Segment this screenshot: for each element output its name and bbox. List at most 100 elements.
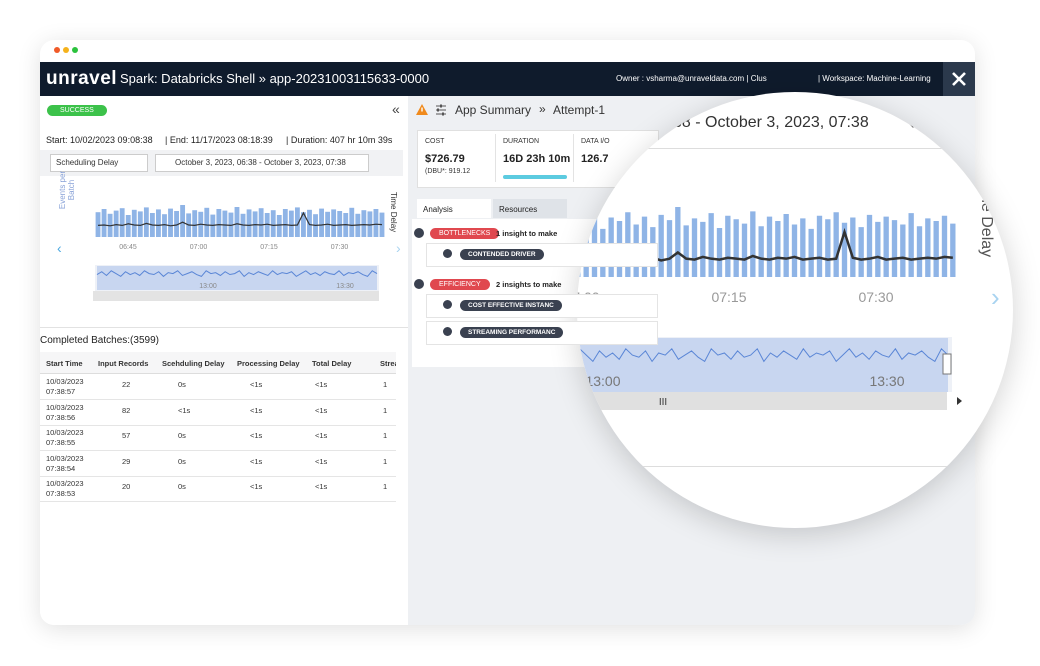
insight-tag: EFFICIENCY — [430, 279, 490, 290]
y2-axis-label: Time Delay — [389, 192, 398, 233]
table-cell: <1s — [315, 456, 328, 466]
table-cell: 1 — [383, 405, 388, 415]
close-button[interactable] — [943, 62, 975, 96]
insight-text: 2 insights to make — [496, 280, 562, 289]
bar — [716, 228, 723, 277]
bar — [282, 209, 288, 237]
events-chart: 06:45 07:00 07:15 07:30 13:00 13:30 — [93, 205, 385, 301]
table-cell: <1s — [315, 431, 328, 440]
table-cell: 10/03/2023 07:38:56 — [46, 402, 84, 422]
expand-icon — [414, 228, 424, 238]
scrollbar — [93, 291, 379, 301]
divider — [577, 466, 1013, 467]
bar — [925, 218, 931, 277]
breadcrumb: App Summary — [455, 103, 532, 117]
bar — [180, 205, 186, 237]
overview-line — [96, 270, 378, 278]
scroll-grip: III — [659, 397, 667, 408]
duration: | Duration: 407 hr 10m 39s — [286, 135, 393, 145]
window-dots — [54, 47, 78, 53]
next-arrow[interactable]: › — [396, 240, 401, 256]
bar — [683, 225, 689, 277]
expand-icon — [443, 249, 452, 258]
batches-title: Completed Batches:(3599) — [40, 335, 159, 346]
insight-item[interactable]: STREAMING PERFORMANC — [460, 327, 564, 338]
bar — [908, 213, 914, 277]
x-tick-label: 07:30 — [331, 244, 349, 251]
bar — [349, 207, 355, 237]
bar — [319, 208, 324, 237]
bar — [276, 215, 282, 237]
card-sub: (DBU*: 919.12 — [425, 168, 471, 175]
summary-icons — [416, 104, 446, 116]
bar — [775, 221, 781, 277]
breadcrumb: Attempt-1 — [553, 103, 606, 117]
table-cell: <1s — [250, 456, 263, 466]
table-cell: 10/03/2023 07:38:53 — [46, 479, 84, 498]
bar — [666, 220, 673, 277]
bar — [866, 214, 873, 277]
bar — [783, 214, 789, 277]
table-cell: 82 — [122, 405, 131, 415]
table-cell: 10/03/2023 07:38:54 — [46, 453, 84, 473]
bar — [373, 209, 379, 237]
next-arrow[interactable]: › — [991, 282, 1000, 312]
bar — [658, 214, 664, 277]
table-cell: 57 — [122, 431, 131, 440]
bar — [331, 209, 337, 237]
column-header: Scehduling Delay — [162, 359, 225, 368]
tab[interactable]: Resources — [493, 199, 567, 218]
table-cell: 1 — [383, 482, 388, 491]
bar — [883, 216, 889, 277]
bar — [950, 223, 956, 277]
table-cell: 0s — [178, 431, 186, 440]
bar — [367, 211, 373, 237]
overview-tick-label: 13:30 — [869, 373, 904, 389]
insight-tag: BOTTLENECKS — [430, 228, 500, 239]
chevron — [906, 119, 920, 128]
x-tick-label: 07:15 — [260, 244, 278, 251]
bar — [168, 208, 173, 237]
table-cell: <1s — [250, 431, 263, 440]
bar — [833, 212, 839, 277]
table-cell: 1 — [383, 431, 388, 440]
overview-tick-label: 13:00 — [199, 283, 217, 290]
bar — [725, 215, 731, 277]
card-value: 16D 23h 10m — [503, 153, 571, 165]
prev-arrow[interactable]: ‹ — [57, 240, 62, 256]
tab[interactable]: Analysis — [417, 199, 491, 218]
table-cell: 1 — [383, 380, 388, 389]
x-tick-label: 07:00 — [190, 244, 208, 251]
bar — [825, 219, 831, 277]
card-divider — [495, 134, 496, 182]
scrollbar — [577, 392, 947, 410]
collapse-button[interactable]: « — [392, 101, 400, 117]
header — [40, 62, 975, 96]
card-label: DATA I/O — [581, 138, 610, 145]
column-header: Stream C — [380, 359, 396, 368]
expand-icon — [414, 279, 424, 289]
bar — [700, 221, 706, 277]
bar — [791, 224, 798, 277]
insight-item[interactable]: COST EFFECTIVE INSTANC — [460, 300, 562, 311]
handle — [942, 353, 952, 375]
metric-dropdown[interactable]: Scheduling Delay — [50, 154, 148, 172]
table-cell: 0s — [178, 380, 186, 389]
column-header: Total Delay — [312, 359, 352, 368]
table-cell: 10/03/2023 07:38:55 — [46, 428, 84, 447]
bar — [337, 211, 343, 237]
logo: unravel — [46, 68, 118, 89]
breadcrumb-sep: » — [539, 102, 546, 116]
bar — [858, 227, 864, 277]
bar — [766, 216, 773, 277]
table-cell: 0s — [178, 456, 186, 466]
status-badge: SUCCESS — [47, 105, 107, 116]
bar — [294, 207, 300, 237]
table-cell: <1s — [178, 405, 191, 415]
card-label: DURATION — [503, 138, 540, 145]
bar — [361, 210, 367, 237]
insight-item[interactable]: CONTENDED DRIVER — [460, 249, 544, 260]
insight-text: 1 insight to make — [496, 229, 558, 238]
date-range[interactable]: October 3, 2023, 06:38 - October 3, 2023… — [155, 154, 369, 172]
table-cell: <1s — [250, 405, 263, 415]
